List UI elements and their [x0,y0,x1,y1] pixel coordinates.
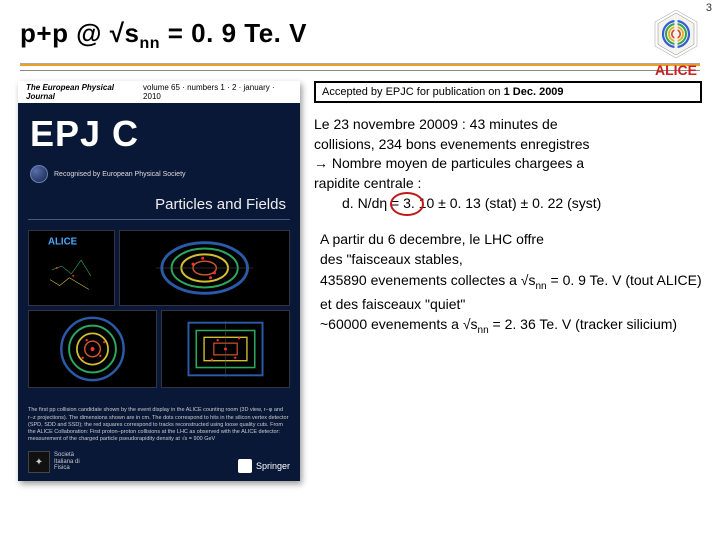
publisher-springer: Springer [238,459,290,473]
cover-subtitle: Particles and Fields [18,188,300,219]
sif-icon: ✦ [28,451,50,473]
cover-publishers: ✦ Società Italiana di Fisica Springer [28,451,290,473]
header: p+p @ √snn = 0. 9 Te. V ALICE [0,0,720,63]
cover-journal-name: The European Physical Journal [26,83,143,101]
alice-logo-area: ALICE [650,8,702,78]
cover-top-bar: The European Physical Journal volume 65 … [18,81,300,103]
p2-l5b: = 2. 36 Te. V (tracker silicium) [489,316,677,332]
springer-text: Springer [256,461,290,471]
accepted-box: Accepted by EPJC for publication on 1 De… [314,81,702,103]
alice-logo-icon [650,8,702,60]
p1-line3: → Nombre moyen de particules chargees a [314,155,584,171]
p2-l5a: ~60000 evenements a √s [320,316,478,332]
springer-horse-icon [238,459,252,473]
event-display-rz [161,310,290,388]
event-display-3d [119,230,290,306]
p2-l3b: = 0. 9 Te. V (tout ALICE) [547,272,702,288]
accepted-date: 1 Dec. 2009 [504,86,564,98]
red-circle-annotation [390,192,424,216]
cover-eps-badge: Recognised by European Physical Society [30,165,186,183]
p1-formula: d. N/dη = 3. 10 ± 0. 13 (stat) ± 0. 22 (… [314,195,601,211]
paragraph-1: Le 23 novembre 20009 : 43 minutes de col… [314,115,702,213]
p2-l4: et des faisceaux "quiet" [320,296,465,312]
page-title: p+p @ √snn = 0. 9 Te. V [20,18,700,53]
eps-badge-text: Recognised by European Physical Society [54,171,186,178]
p2-sub1: nn [535,281,546,292]
p2-sub2: nn [478,325,489,336]
cover-caption: The first pp collision candidate shown b… [28,407,290,443]
divider-area [0,63,720,71]
p1-line4: rapidite centrale : [314,175,421,191]
cover-big-title: EPJ C [18,103,300,161]
p1-line2: collisions, 234 bons evenements enregist… [314,136,590,152]
p2-l3a: 435890 evenements collectes a √s [320,272,535,288]
main-content: The European Physical Journal volume 65 … [0,71,720,491]
event-display-alice-text: ALICE [28,230,115,306]
cover-footer: The first pp collision candidate shown b… [28,407,290,473]
event-display-rphi [28,310,157,388]
cover-row1: ALICE [28,230,290,306]
alice-logo-text: ALICE [650,62,702,78]
p2-l2: des "faisceaux stables, [320,251,463,267]
formula-text: d. N/dη = 3. 10 ± 0. 13 (stat) ± 0. 22 (… [342,195,601,211]
eps-badge-icon [30,165,48,183]
p2-l1: A partir du 6 decembre, le LHC offre [320,231,544,247]
right-column: Accepted by EPJC for publication on 1 De… [314,81,702,481]
cover-row2 [28,310,290,388]
publisher-sif: ✦ Società Italiana di Fisica [28,451,94,473]
p1-line1: Le 23 novembre 20009 : 43 minutes de [314,116,558,132]
orange-divider [20,63,700,66]
svg-text:ALICE: ALICE [48,237,78,248]
paragraph-2: A partir du 6 decembre, le LHC offre des… [314,229,702,338]
accepted-prefix: Accepted by EPJC for publication on [322,86,504,98]
cover-volume-info: volume 65 · numbers 1 · 2 · january · 20… [143,83,292,101]
cover-event-displays: ALICE [18,220,300,394]
journal-cover: The European Physical Journal volume 65 … [18,81,300,481]
sif-text: Società Italiana di Fisica [54,452,94,472]
